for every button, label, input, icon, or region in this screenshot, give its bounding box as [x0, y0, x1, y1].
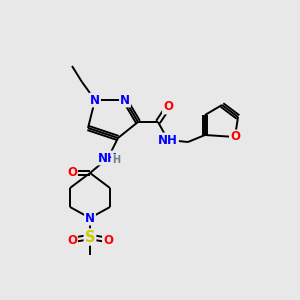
Text: N: N [85, 212, 95, 224]
Text: N: N [120, 94, 130, 106]
Text: N: N [90, 94, 100, 106]
Text: O: O [67, 167, 77, 179]
Text: H: H [112, 155, 120, 165]
Text: S: S [85, 230, 95, 244]
Text: NH: NH [98, 152, 118, 164]
Text: O: O [103, 233, 113, 247]
Text: O: O [163, 100, 173, 113]
Text: O: O [67, 233, 77, 247]
Text: O: O [230, 130, 240, 143]
Text: NH: NH [158, 134, 178, 146]
